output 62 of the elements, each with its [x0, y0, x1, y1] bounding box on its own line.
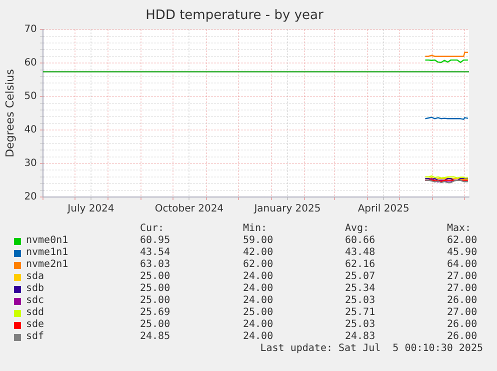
text: 62.00: [243, 259, 274, 271]
text: 24.83: [345, 331, 376, 343]
y-axis-title: Degrees Celsius: [3, 68, 16, 158]
legend-label: sda: [26, 271, 44, 283]
y-tick-label: 70: [24, 24, 37, 36]
text: 24.00: [243, 271, 274, 283]
y-tick-label: 50: [24, 91, 37, 102]
legend-label: sde: [26, 319, 44, 331]
legend-label: sdb: [26, 283, 44, 295]
legend-label: sdc: [26, 295, 44, 307]
text: 24.00: [243, 295, 274, 307]
text: Avg:: [345, 223, 370, 235]
text: 43.48: [345, 247, 376, 259]
text: 24.00: [243, 319, 274, 331]
text: 62.16: [345, 259, 376, 271]
legend-label: sdf: [26, 331, 44, 343]
legend-label: sdd: [26, 307, 44, 319]
text: 25.00: [140, 283, 170, 295]
text: 25.07: [345, 271, 376, 283]
text: 24.85: [140, 331, 170, 343]
legend-label: nvme2n1: [26, 259, 68, 271]
text: 43.54: [140, 247, 170, 259]
text: 25.00: [140, 319, 170, 331]
legend-label: nvme1n1: [26, 247, 68, 259]
text: Cur:: [140, 223, 164, 235]
text: 59.00: [243, 235, 274, 247]
text: 25.69: [140, 307, 170, 319]
text: 25.71: [345, 307, 376, 319]
text: 25.34: [345, 283, 376, 295]
text: Min:: [243, 223, 268, 235]
y-tick-label: 40: [24, 124, 37, 136]
text: 60.95: [140, 235, 170, 247]
text: 27.00: [447, 271, 478, 283]
text: 62.00: [447, 235, 478, 247]
text: Max:: [447, 223, 472, 235]
y-tick-label: 60: [24, 58, 37, 69]
text: 60.66: [345, 235, 376, 247]
x-tick-label: October 2024: [154, 204, 224, 215]
text: 26.00: [447, 331, 478, 343]
text: 64.00: [447, 259, 478, 271]
x-tick-label: January 2025: [253, 204, 321, 215]
text: 25.00: [140, 271, 170, 283]
chart-title: HDD temperature - by year: [146, 8, 324, 24]
text: 25.00: [243, 307, 274, 319]
text: 25.00: [140, 295, 170, 307]
text: 27.00: [447, 307, 478, 319]
x-tick-label: April 2025: [358, 204, 410, 215]
y-tick-label: 20: [24, 192, 37, 203]
legend-label: nvme0n1: [26, 235, 68, 247]
text: 63.03: [140, 259, 170, 271]
text: 25.03: [345, 319, 376, 331]
text: 24.00: [243, 283, 274, 295]
text: 26.00: [447, 295, 478, 307]
y-tick-label: 30: [24, 158, 37, 170]
text: Last update: Sat Jul 5 00:10:30 2025: [260, 343, 483, 355]
text: 42.00: [243, 247, 274, 259]
text: 25.03: [345, 295, 376, 307]
text: 45.90: [447, 247, 478, 259]
text: 27.00: [447, 283, 478, 295]
text: 24.00: [243, 331, 274, 343]
text: 26.00: [447, 319, 478, 331]
x-tick-label: July 2024: [66, 204, 114, 215]
